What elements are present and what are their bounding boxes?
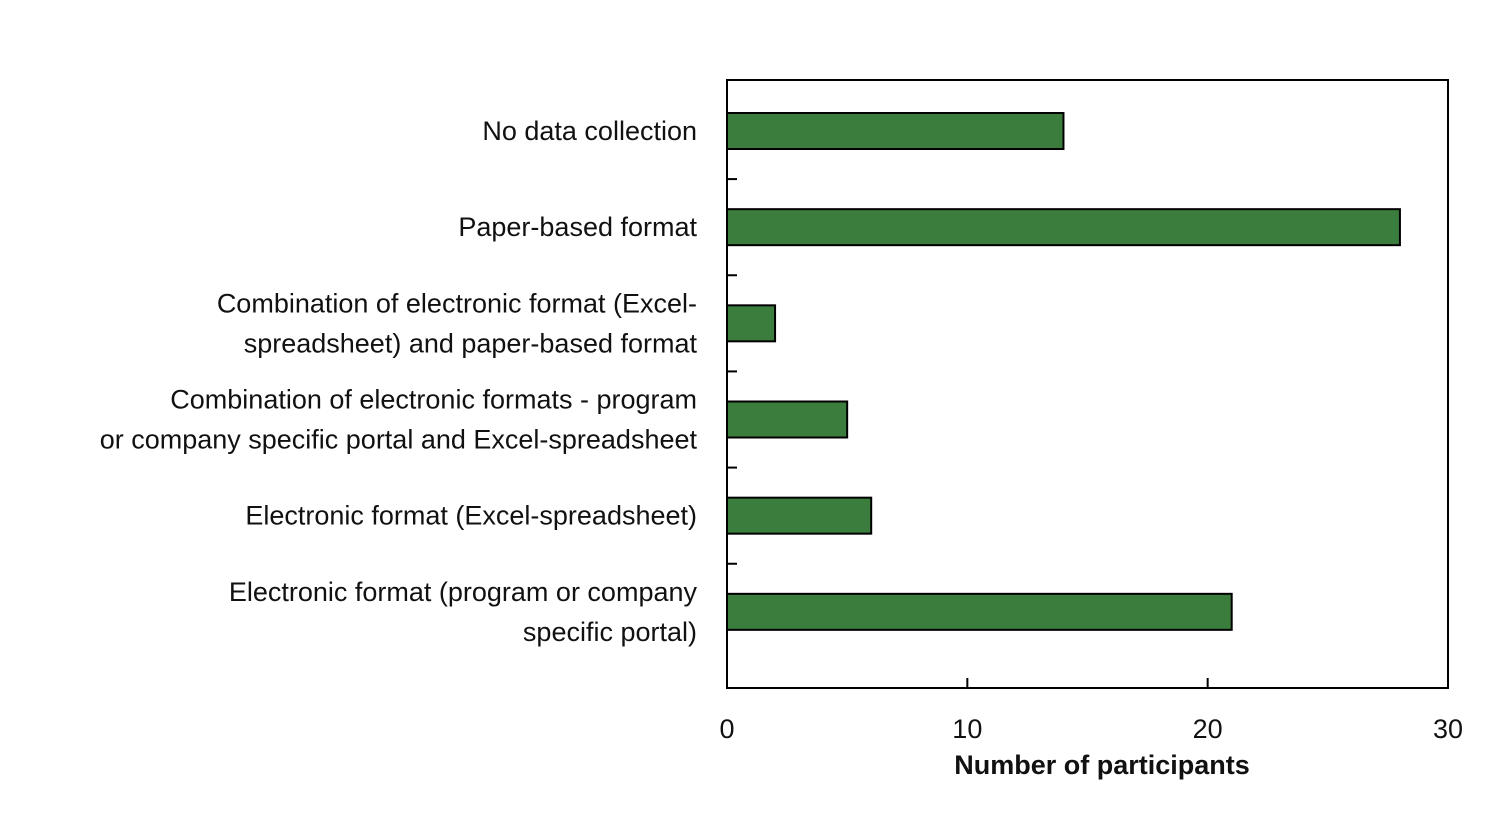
x-tick-label: 10 — [952, 714, 982, 744]
x-tick-label: 30 — [1433, 714, 1463, 744]
category-label: Electronic format (Excel-spreadsheet) — [245, 501, 697, 531]
category-label: Electronic format (program or company spe… — [229, 577, 698, 647]
category-label: Combination of electronic format (Excel-… — [217, 288, 698, 358]
bar — [726, 208, 1401, 247]
category-label-line: Electronic format (Excel-spreadsheet) — [245, 501, 697, 531]
category-label-line: Paper-based format — [458, 212, 697, 242]
category-label-line: Combination of electronic format (Excel- — [217, 288, 697, 318]
category-label-line: Electronic format (program or company — [229, 577, 698, 607]
category-label-line: Combination of electronic formats - prog… — [170, 385, 697, 415]
bar — [726, 112, 1065, 150]
bar — [726, 592, 1233, 631]
category-label: Paper-based format — [458, 212, 697, 242]
bar — [726, 400, 849, 439]
category-label-line: or company specific portal and Excel-spr… — [100, 425, 698, 455]
bar — [726, 304, 777, 343]
bars-layer — [726, 112, 1401, 631]
category-label: No data collection — [482, 116, 697, 146]
plot-frame — [726, 79, 1449, 689]
x-axis-title: Number of participants — [954, 750, 1250, 780]
labels-layer: No data collection Paper-based format Comb… — [100, 116, 1463, 744]
category-label-line: No data collection — [482, 116, 697, 146]
category-label-line: specific portal) — [523, 617, 697, 647]
ticks-layer — [726, 178, 1449, 688]
bar — [726, 496, 873, 535]
category-label: Combination of electronic formats - prog… — [100, 385, 698, 455]
category-label-line: spreadsheet) and paper-based format — [244, 328, 698, 358]
x-tick-label: 20 — [1193, 714, 1223, 744]
x-tick-label: 0 — [719, 714, 734, 744]
